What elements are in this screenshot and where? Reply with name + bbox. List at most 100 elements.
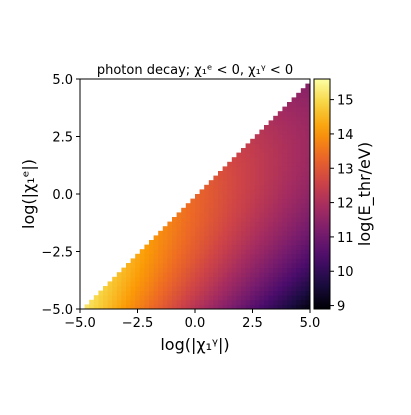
heatmap-cell [204,207,210,213]
heatmap-cell [195,281,201,287]
heatmap-cell [126,299,132,305]
heatmap-cell [204,217,210,223]
heatmap-cell [236,249,242,255]
heatmap-cell [277,272,283,278]
heatmap-cell [277,299,283,305]
heatmap-cell [264,198,270,204]
heatmap-cell [273,276,279,282]
heatmap-cell [259,166,265,172]
heatmap-cell [208,194,214,200]
heatmap-cell [287,226,293,232]
heatmap-cell [158,240,164,246]
heatmap-cell [254,198,260,204]
heatmap-cell [305,111,311,117]
heatmap-cell [273,148,279,154]
heatmap-cell [305,180,311,186]
heatmap-cell [305,258,311,264]
heatmap-cell [208,253,214,259]
heatmap-cell [199,267,205,273]
heatmap-cell [250,276,256,282]
heatmap-cell [250,157,256,163]
heatmap-cell [204,226,210,232]
heatmap-cell [250,290,256,296]
heatmap-cell [199,230,205,236]
heatmap-cell [291,143,297,149]
heatmap-cell [149,295,155,301]
heatmap-cell [287,235,293,241]
heatmap-cell [185,286,191,292]
heatmap-cell [222,272,228,278]
heatmap-cell [199,203,205,209]
heatmap-cell [130,267,136,273]
colorbar-title: log(E_thr/eV) [355,142,375,246]
heatmap-cell [126,272,132,278]
heatmap-cell [296,198,302,204]
heatmap-cell [185,253,191,259]
heatmap-cell [305,299,311,305]
heatmap-cell [305,189,311,195]
heatmap-cell [259,286,265,292]
heatmap-cell [254,235,260,241]
heatmap-cell [282,189,288,195]
heatmap-cell [236,267,242,273]
heatmap-cell [218,272,224,278]
heatmap-cell [144,263,150,269]
heatmap-cell [245,290,251,296]
heatmap-cell [204,194,210,200]
heatmap-cell [199,221,205,227]
heatmap-cell [185,267,191,273]
heatmap-cell [287,263,293,269]
heatmap-cell [250,221,256,227]
heatmap-cell [282,171,288,177]
heatmap-cell [305,157,311,163]
heatmap-cell [231,286,237,292]
heatmap-cell [250,212,256,218]
heatmap-cell [250,235,256,241]
colorbar-tick-label: 14 [337,128,354,143]
heatmap-cell [84,304,90,310]
heatmap-cell [296,102,302,108]
heatmap-cell [190,240,196,246]
heatmap-cell [199,207,205,213]
heatmap-cell [296,249,302,255]
heatmap-cell [130,286,136,292]
heatmap-cell [231,253,237,259]
heatmap-cell [181,240,187,246]
heatmap-cell [305,184,311,190]
heatmap-cell [241,207,247,213]
heatmap-cell [185,221,191,227]
heatmap-cell [130,304,136,310]
heatmap-cell [277,304,283,310]
heatmap-cell [254,134,260,140]
heatmap-cell [268,148,274,154]
heatmap-cell [291,263,297,269]
heatmap-cell [296,134,302,140]
heatmap-cell [241,258,247,264]
heatmap-cell [259,221,265,227]
heatmap-cell [121,267,127,273]
colorbar-tick-label: 15 [337,94,354,109]
heatmap-cell [139,276,145,282]
heatmap-cell [139,258,145,264]
heatmap-cell [296,129,302,135]
heatmap-cell [291,115,297,121]
heatmap-cell [231,175,237,181]
heatmap-cell [195,212,201,218]
heatmap-cell [176,249,182,255]
heatmap-cell [259,194,265,200]
heatmap-cell [245,267,251,273]
heatmap-cell [305,267,311,273]
heatmap-cell [213,290,219,296]
heatmap-cell [250,267,256,273]
heatmap-cell [153,253,159,259]
heatmap-cell [121,304,127,310]
heatmap-cell [264,184,270,190]
heatmap-cell [250,304,256,310]
heatmap-cell [273,171,279,177]
heatmap-cell [264,166,270,172]
heatmap-cell [282,217,288,223]
heatmap-cell [236,304,242,310]
heatmap-cell [287,161,293,167]
heatmap-cell [282,175,288,181]
heatmap-cell [296,304,302,310]
